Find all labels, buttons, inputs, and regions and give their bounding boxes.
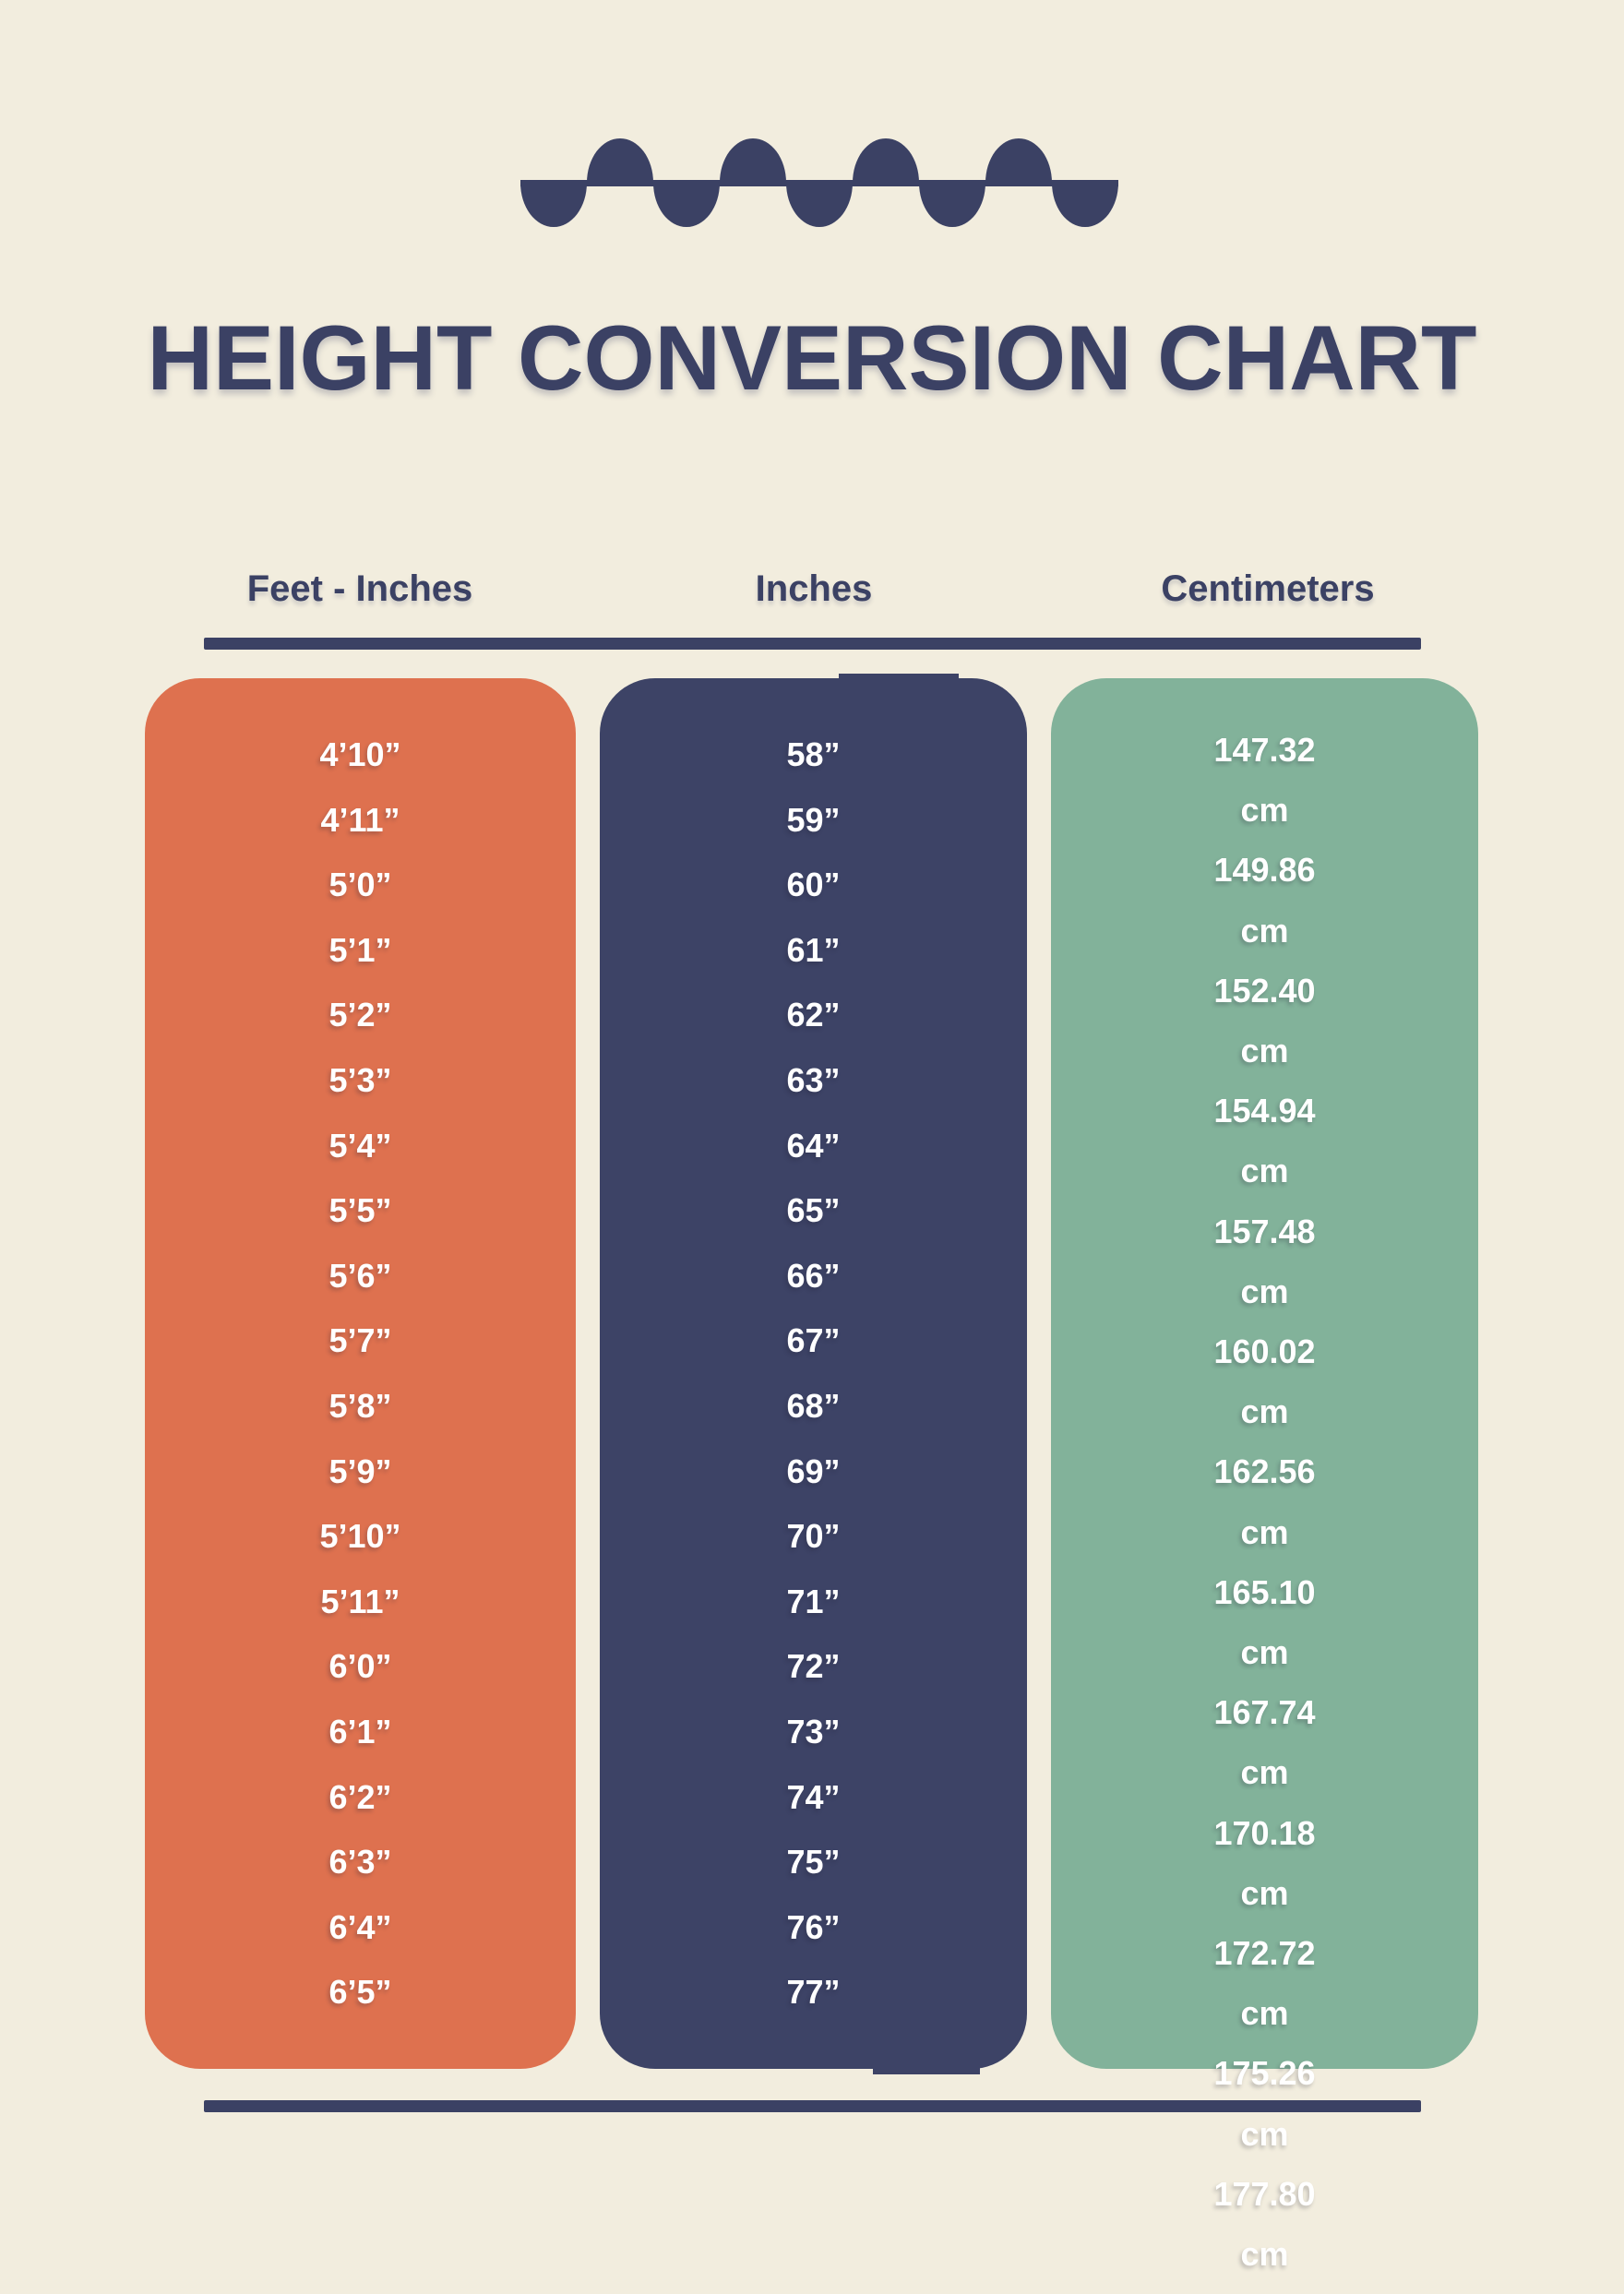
centimeters-cell-unit: cm: [1240, 1753, 1289, 1792]
centimeters-cell-unit: cm: [1240, 791, 1289, 830]
inches-cell: 77”: [786, 1973, 841, 2012]
inches-cell: 70”: [786, 1517, 841, 1556]
centimeters-cell-unit: cm: [1240, 1512, 1289, 1551]
inches-cell: 61”: [786, 930, 841, 969]
inches-cell: 67”: [786, 1321, 841, 1360]
centimeters-cell: 157.48: [1213, 1212, 1316, 1250]
inches-cell: 62”: [786, 996, 841, 1034]
centimeters-cell-unit: cm: [1240, 1032, 1289, 1070]
feet-inches-cell: 5’4”: [328, 1126, 392, 1165]
feet-inches-cell: 6’1”: [328, 1712, 392, 1750]
inches-cell: 73”: [786, 1712, 841, 1750]
feet-inches-cell: 6’4”: [328, 1907, 392, 1946]
centimeters-cell-unit: cm: [1240, 1994, 1289, 2033]
inches-cell: 68”: [786, 1386, 841, 1425]
centimeters-cell: 177.80: [1213, 2174, 1316, 2213]
feet-inches-cell: 5’1”: [328, 930, 392, 969]
centimeters-cell-unit: cm: [1240, 1272, 1289, 1310]
feet-inches-cell: 4’11”: [320, 800, 400, 839]
centimeters-cell: 147.32: [1213, 731, 1316, 769]
inches-cell: 63”: [786, 1060, 841, 1099]
inches-cell: 66”: [786, 1256, 841, 1295]
centimeters-cell: 170.18: [1213, 1813, 1316, 1852]
centimeters-column: 147.32 cm 149.86 cm 152.40 cm 154.94 cm 157.48 cm…: [1051, 678, 1478, 2273]
feet-inches-cell: 5’0”: [328, 866, 392, 904]
centimeters-cell: 175.26: [1213, 2054, 1316, 2093]
feet-inches-cell: 5’11”: [320, 1582, 400, 1620]
column-header-feet-inches: Feet - Inches: [246, 568, 473, 609]
feet-inches-cell: 5’5”: [328, 1191, 392, 1230]
centimeters-cell-unit: cm: [1240, 1392, 1289, 1431]
inches-cell: 72”: [786, 1647, 841, 1686]
centimeters-cell-unit: cm: [1240, 2235, 1289, 2274]
feet-inches-cell: 5’8”: [328, 1386, 392, 1425]
feet-inches-cell: 6’2”: [328, 1777, 392, 1816]
feet-inches-values: 4’10” 4’11” 5’0” 5’1” 5’2” 5’3” 5’4” 5’5” 5’6” 5’…: [145, 723, 576, 2025]
inches-cell: 59”: [786, 800, 841, 839]
wave-decoration-icon: [520, 138, 1118, 227]
inches-cell: 69”: [786, 1452, 841, 1490]
inches-cell: 74”: [786, 1777, 841, 1816]
feet-inches-cell: 5’2”: [328, 996, 392, 1034]
header-divider-line: [204, 638, 1421, 650]
column-header-inches: Inches: [755, 568, 873, 609]
feet-inches-cell: 5’9”: [328, 1452, 392, 1490]
feet-inches-cell: 6’3”: [328, 1843, 392, 1882]
centimeters-cell-unit: cm: [1240, 2114, 1289, 2153]
inches-cell: 58”: [786, 735, 841, 773]
centimeters-cell: 154.94: [1213, 1092, 1316, 1130]
centimeters-cell: 162.56: [1213, 1452, 1316, 1491]
feet-inches-cell: 5’10”: [319, 1517, 401, 1556]
centimeters-cell: 152.40: [1213, 971, 1316, 1010]
centimeters-cell-unit: cm: [1240, 1152, 1289, 1190]
centimeters-cell: 167.74: [1213, 1693, 1316, 1732]
page-title: HEIGHT CONVERSION CHART: [147, 306, 1477, 409]
feet-inches-cell: 5’3”: [328, 1060, 392, 1099]
centimeters-cell: 160.02: [1213, 1332, 1316, 1371]
centimeters-cell: 172.72: [1213, 1934, 1316, 1973]
feet-inches-cell: 4’10”: [319, 735, 401, 773]
inches-values: 58” 59” 60” 61” 62” 63” 64” 65” 66” 67” 68” 69” 70” 7…: [600, 723, 1027, 2025]
centimeters-cell: 149.86: [1213, 851, 1316, 890]
centimeters-cell-unit: cm: [1240, 1873, 1289, 1912]
feet-inches-cell: 6’0”: [328, 1647, 392, 1686]
centimeters-cell-unit: cm: [1240, 911, 1289, 950]
inches-column: 58” 59” 60” 61” 62” 63” 64” 65” 66” 67” 68” 69” 70” 7…: [600, 674, 1027, 2074]
centimeters-values: 147.32 cm 149.86 cm 152.40 cm 154.94 cm 157.48 cm…: [1051, 720, 1478, 2284]
column-header-centimeters: Centimeters: [1161, 568, 1375, 609]
feet-inches-cell: 6’5”: [328, 1973, 392, 2012]
feet-inches-cell: 5’6”: [328, 1256, 392, 1295]
feet-inches-column: 4’10” 4’11” 5’0” 5’1” 5’2” 5’3” 5’4” 5’5” 5’6” 5’…: [145, 678, 576, 2069]
inches-cell: 75”: [786, 1843, 841, 1882]
inches-cell: 64”: [786, 1126, 841, 1165]
centimeters-cell: 165.10: [1213, 1572, 1316, 1611]
footer-divider-line: [204, 2100, 1421, 2112]
inches-cell: 71”: [786, 1582, 841, 1620]
centimeters-cell-unit: cm: [1240, 1633, 1289, 1672]
inches-cell: 76”: [786, 1907, 841, 1946]
inches-cell: 65”: [786, 1191, 841, 1230]
inches-cell: 60”: [786, 866, 841, 904]
feet-inches-cell: 5’7”: [328, 1321, 392, 1360]
